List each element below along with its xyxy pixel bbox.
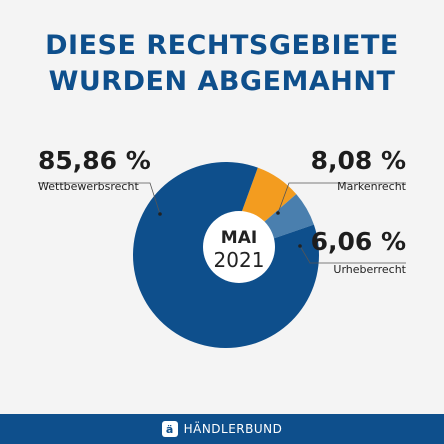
chart-title-line-2: WURDEN ABGEMAHNT (48, 66, 396, 97)
center-year: 2021 (213, 248, 265, 272)
chart-title-line-1: DIESE RECHTSGEBIETE (45, 30, 399, 61)
value-label-markenrecht: 8,08 % (310, 146, 406, 175)
leader-line-wettbewerbsrecht (38, 182, 161, 215)
footer-bar: ä HÄNDLERBUND (0, 414, 444, 444)
center-month: MAI (220, 228, 258, 248)
brand-name: HÄNDLERBUND (183, 422, 283, 436)
brand-logo-icon: ä (161, 421, 178, 437)
category-label-markenrecht: Markenrecht (337, 180, 406, 193)
donut-center (203, 211, 275, 283)
leader-dot-wettbewerbsrecht (158, 212, 162, 216)
leader-dot-markenrecht (276, 211, 280, 215)
leader-line-markenrecht (277, 182, 406, 214)
category-label-wettbewerbsrecht: Wettbewerbsrecht (38, 180, 139, 193)
leader-dot-urheberrecht (298, 244, 302, 248)
category-label-urheberrecht: Urheberrecht (333, 263, 406, 276)
logo-letter: ä (165, 422, 174, 436)
leader-line-urheberrecht (299, 245, 406, 264)
value-label-urheberrecht: 6,06 % (310, 227, 406, 256)
value-label-wettbewerbsrecht: 85,86 % (38, 146, 151, 175)
